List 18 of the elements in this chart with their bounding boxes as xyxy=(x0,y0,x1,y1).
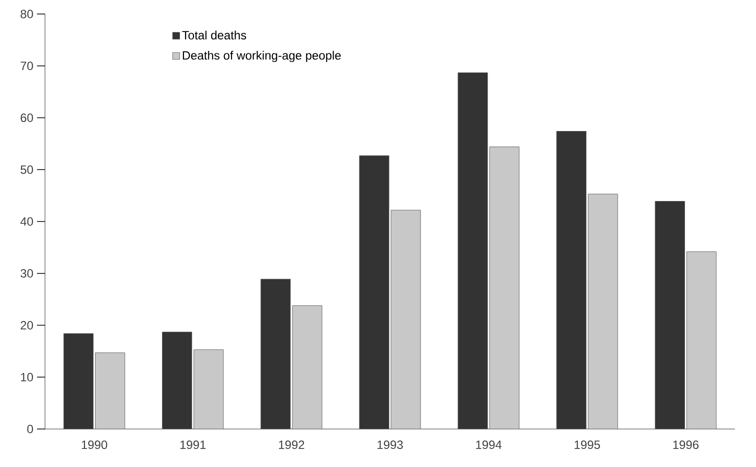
y-tick-label: 0 xyxy=(27,424,34,434)
x-tick-label: 1993 xyxy=(378,440,403,450)
y-tick-label: 60 xyxy=(20,114,34,122)
legend-label: Total deaths xyxy=(182,30,246,40)
x-tick-label: 1994 xyxy=(476,440,502,450)
y-tick-label: 70 xyxy=(20,62,34,70)
y-tick-label: 20 xyxy=(20,321,34,330)
x-tick-label: 1996 xyxy=(673,440,699,450)
legend-label: Deaths of working-age people xyxy=(182,50,341,62)
x-tick-label: 1992 xyxy=(278,440,304,450)
x-tick-label: 1991 xyxy=(180,440,206,450)
x-tick-label: 1995 xyxy=(574,440,600,450)
y-tick-label: 80 xyxy=(20,10,34,18)
y-tick-label: 10 xyxy=(21,372,34,382)
x-tick-label: 1990 xyxy=(82,440,108,450)
y-tick-label: 50 xyxy=(20,165,34,174)
y-tick-label: 40 xyxy=(20,217,34,226)
y-tick-label: 30 xyxy=(20,269,34,278)
